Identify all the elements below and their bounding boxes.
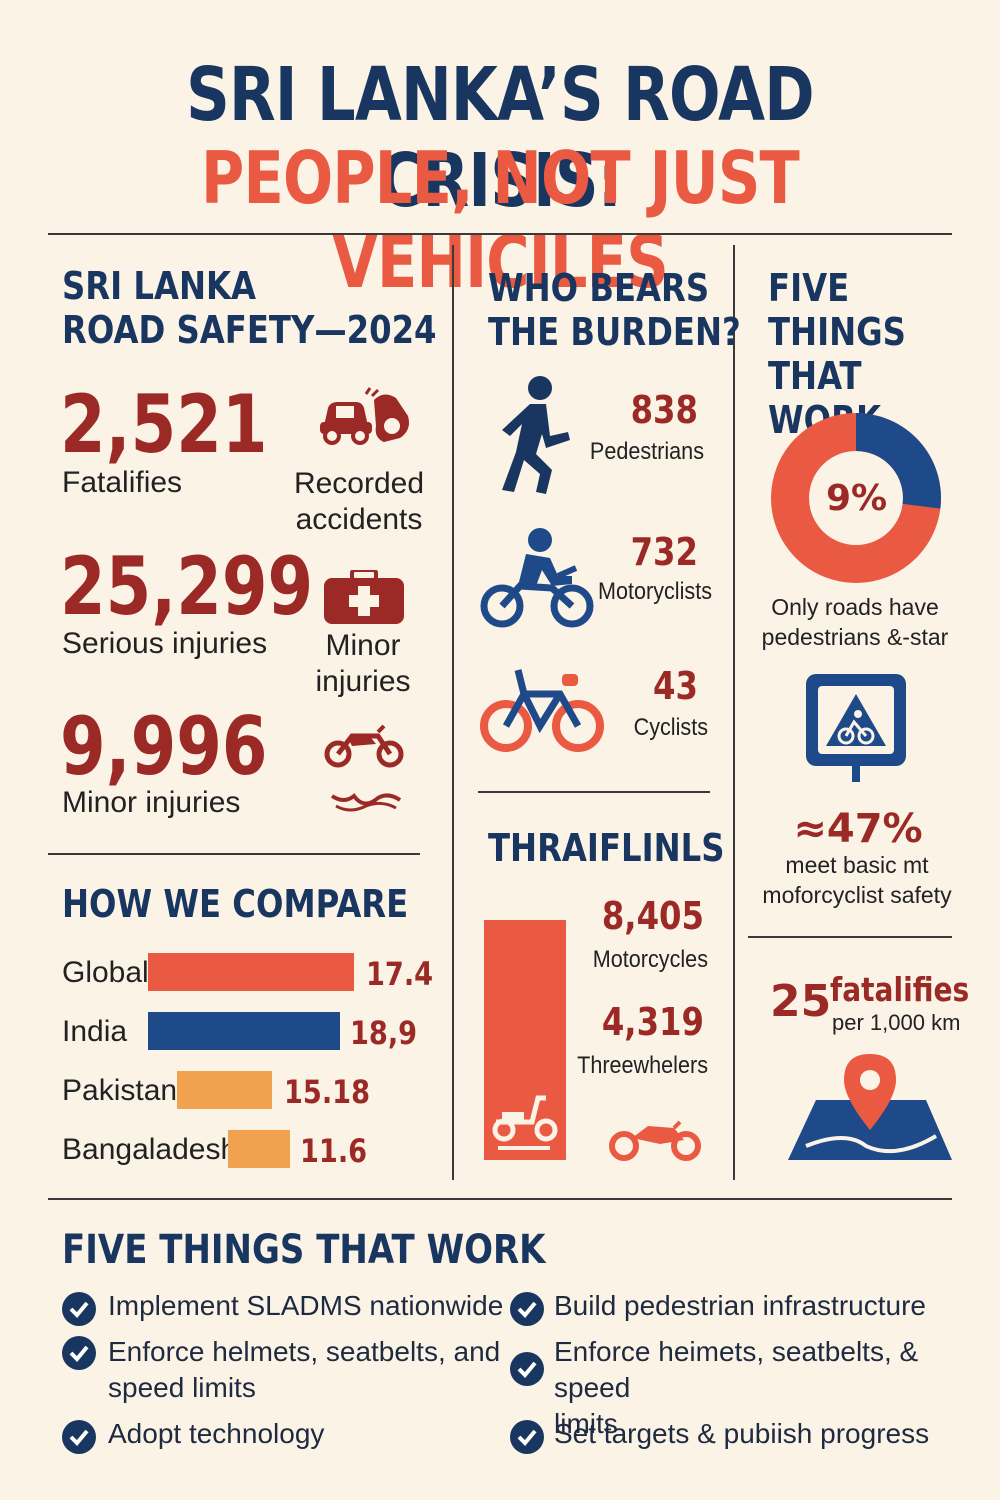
page-title: SRI LANKA’S ROAD CRISIS: xyxy=(186,52,815,224)
map-pin-icon xyxy=(786,1050,954,1167)
bicycle-icon xyxy=(480,664,604,759)
top-divider xyxy=(48,233,952,235)
pedestrians-value: 838 xyxy=(630,388,698,432)
check-icon xyxy=(62,1292,96,1326)
compare-country-pakistan: Pakistan xyxy=(62,1074,178,1107)
compare-bar-bangladesh xyxy=(228,1130,290,1168)
motorcycles-value: 8,405 xyxy=(601,894,704,938)
traffic-heading: THRAIFLINLS xyxy=(488,826,725,870)
minor-injuries-value: 9,996 xyxy=(60,700,268,793)
traffic-bar xyxy=(484,920,566,1160)
motorcyclist-icon xyxy=(480,526,596,635)
compare-bar-global xyxy=(148,953,354,991)
donut-label: 9% xyxy=(826,478,888,519)
compare-heading: HOW WE COMPARE xyxy=(62,882,409,926)
column-divider-2 xyxy=(733,245,735,1180)
right-mid-divider xyxy=(748,936,952,938)
action-item: Implement SLADMS nationwide xyxy=(108,1290,504,1321)
compare-bar-pakistan xyxy=(177,1071,272,1109)
check-icon xyxy=(62,1336,96,1370)
threewheelers-value: 4,319 xyxy=(601,1000,704,1044)
fatalities-label: Fatalifies xyxy=(62,466,183,499)
motorcyclists-label: Motoryclists xyxy=(597,578,712,605)
scooter-icon xyxy=(488,1088,562,1159)
pedestrian-icon xyxy=(490,374,576,501)
pedestrians-label: Pedestrians xyxy=(589,438,704,465)
compare-value-global: 17.4 xyxy=(366,955,434,993)
action-item: Enforce heimets, seatbelts, & speed limi… xyxy=(554,1336,919,1439)
fatal-density-unit: per 1,000 km xyxy=(832,1010,961,1035)
compare-value-india: 18,9 xyxy=(350,1014,418,1052)
left-mid-divider xyxy=(48,853,420,855)
middle-mid-divider xyxy=(478,791,710,793)
compare-country-bangladesh: Bangaladesh xyxy=(62,1133,238,1166)
first-aid-icon xyxy=(322,568,406,631)
compare-country-global: Global xyxy=(62,956,149,989)
burden-heading: WHO BEARS THE BURDEN? xyxy=(488,266,741,354)
donut-chart xyxy=(770,412,942,589)
check-icon xyxy=(510,1352,544,1386)
fatal-density-word: fatalifies xyxy=(830,970,970,1009)
motorbike-icon xyxy=(608,1120,702,1167)
action-item: Enforce helmets, seatbelts, and speed li… xyxy=(108,1336,501,1403)
motorcycle-icon xyxy=(322,722,406,775)
motorcyclists-value: 732 xyxy=(630,530,698,574)
road-skid-icon xyxy=(330,786,402,821)
cycle-sign-icon xyxy=(804,672,908,789)
compare-value-bangladesh: 11.6 xyxy=(300,1132,368,1170)
bottom-divider xyxy=(48,1198,952,1200)
minor-injuries-side-label: Minor injuries xyxy=(315,629,411,698)
serious-injuries-value: 25,299 xyxy=(60,540,314,633)
sign-caption: meet basic mt moforcyclist safety xyxy=(762,852,952,908)
fatalities-value: 2,521 xyxy=(60,378,268,471)
action-item: Set targets & pubiish progress xyxy=(554,1418,930,1449)
check-icon xyxy=(62,1420,96,1454)
recorded-accidents-label: Recorded accidents xyxy=(293,467,425,536)
donut-segment xyxy=(855,413,941,509)
minor-injuries-label: Minor injuries xyxy=(62,786,241,819)
compare-bar-india xyxy=(148,1012,340,1050)
action-item: Adopt technology xyxy=(108,1418,325,1449)
action-item: Build pedestrian infrastructure xyxy=(554,1290,926,1321)
check-icon xyxy=(510,1420,544,1454)
column-divider-1 xyxy=(452,245,454,1180)
check-icon xyxy=(510,1292,544,1326)
safety-heading: SRI LANKA ROAD SAFETY—2024 xyxy=(62,264,437,352)
cyclists-value: 43 xyxy=(653,664,698,708)
cyclists-label: Cyclists xyxy=(633,714,708,741)
donut-caption: Only roads have pedestrians &-star xyxy=(761,594,949,650)
threewheelers-label: Threewhelers xyxy=(577,1052,708,1079)
compare-country-india: India xyxy=(62,1015,128,1048)
fatal-density-number: 25 xyxy=(770,976,832,1027)
compare-value-pakistan: 15.18 xyxy=(284,1073,371,1111)
car-crash-icon xyxy=(318,386,413,453)
sign-value: ≈47% xyxy=(793,806,923,852)
actions-heading: FIVE THINGS THAT WORK xyxy=(62,1227,546,1273)
motorcycles-label: Motorcycles xyxy=(592,946,708,973)
serious-injuries-label: Serious injuries xyxy=(62,627,268,660)
